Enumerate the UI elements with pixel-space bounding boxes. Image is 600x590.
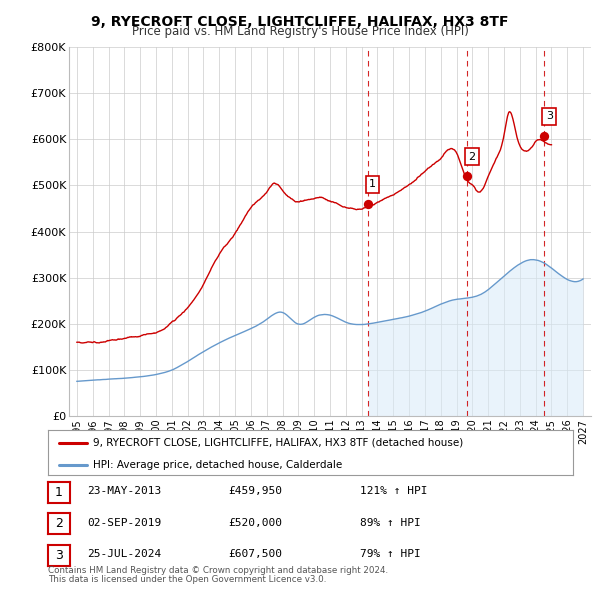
Text: 3: 3 [55,549,63,562]
Text: Price paid vs. HM Land Registry's House Price Index (HPI): Price paid vs. HM Land Registry's House … [131,25,469,38]
Text: 9, RYECROFT CLOSE, LIGHTCLIFFE, HALIFAX, HX3 8TF: 9, RYECROFT CLOSE, LIGHTCLIFFE, HALIFAX,… [91,15,509,29]
Text: £520,000: £520,000 [228,517,282,527]
Text: HPI: Average price, detached house, Calderdale: HPI: Average price, detached house, Cald… [92,460,342,470]
Point [463,172,472,181]
Text: Contains HM Land Registry data © Crown copyright and database right 2024.: Contains HM Land Registry data © Crown c… [48,566,388,575]
Text: 02-SEP-2019: 02-SEP-2019 [87,517,161,527]
Text: £607,500: £607,500 [228,549,282,559]
Text: 2: 2 [55,517,63,530]
Text: 1: 1 [369,179,376,189]
Text: 25-JUL-2024: 25-JUL-2024 [87,549,161,559]
Text: This data is licensed under the Open Government Licence v3.0.: This data is licensed under the Open Gov… [48,575,326,584]
Text: 121% ↑ HPI: 121% ↑ HPI [360,486,427,496]
Text: 89% ↑ HPI: 89% ↑ HPI [360,517,421,527]
Text: 3: 3 [546,111,553,121]
Text: 1: 1 [55,486,63,499]
Text: 9, RYECROFT CLOSE, LIGHTCLIFFE, HALIFAX, HX3 8TF (detached house): 9, RYECROFT CLOSE, LIGHTCLIFFE, HALIFAX,… [92,438,463,448]
Text: 2: 2 [469,152,475,162]
Point [363,199,373,209]
Text: £459,950: £459,950 [228,486,282,496]
Text: 79% ↑ HPI: 79% ↑ HPI [360,549,421,559]
Text: 23-MAY-2013: 23-MAY-2013 [87,486,161,496]
Point [539,131,549,140]
